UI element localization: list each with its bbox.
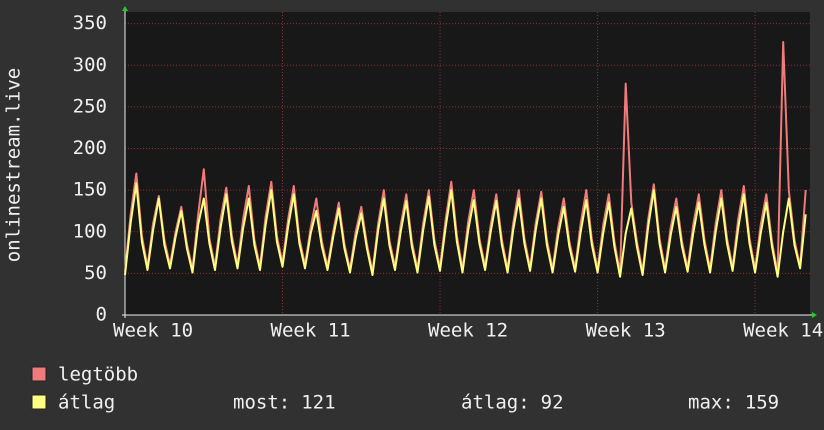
x-tick-label: Week 13 bbox=[586, 320, 666, 342]
y-tick-label: 300 bbox=[73, 54, 107, 76]
y-tick-label: 100 bbox=[73, 220, 107, 242]
y-tick-label: 150 bbox=[73, 179, 107, 201]
y-tick-label: 350 bbox=[73, 12, 107, 34]
stat-value: 159 bbox=[745, 392, 779, 414]
stat-label: átlag: bbox=[461, 392, 530, 414]
legend-swatch bbox=[31, 366, 47, 382]
stat-value: 121 bbox=[301, 392, 335, 414]
x-tick-label: Week 10 bbox=[113, 320, 193, 342]
x-tick-label: Week 14 bbox=[743, 320, 823, 342]
x-tick-label: Week 12 bbox=[428, 320, 508, 342]
axis-arrow bbox=[812, 312, 817, 318]
plot-area bbox=[125, 12, 810, 315]
x-tick-label: Week 11 bbox=[271, 320, 351, 342]
series-line bbox=[124, 182, 807, 278]
stat-label: most: bbox=[233, 392, 290, 414]
y-tick-label: 0 bbox=[96, 304, 107, 326]
y-tick-label: 250 bbox=[73, 95, 107, 117]
axis-arrow bbox=[122, 6, 128, 11]
y-axis-label: onlinestream.live bbox=[3, 68, 25, 262]
stat-value: 92 bbox=[541, 392, 564, 414]
legend-label: legtöbb bbox=[58, 364, 138, 386]
y-tick-label: 200 bbox=[73, 137, 107, 159]
stat-label: max: bbox=[688, 392, 734, 414]
y-tick-label: 50 bbox=[84, 262, 107, 284]
legend-swatch bbox=[31, 394, 47, 410]
legend-label: átlag bbox=[58, 392, 115, 414]
